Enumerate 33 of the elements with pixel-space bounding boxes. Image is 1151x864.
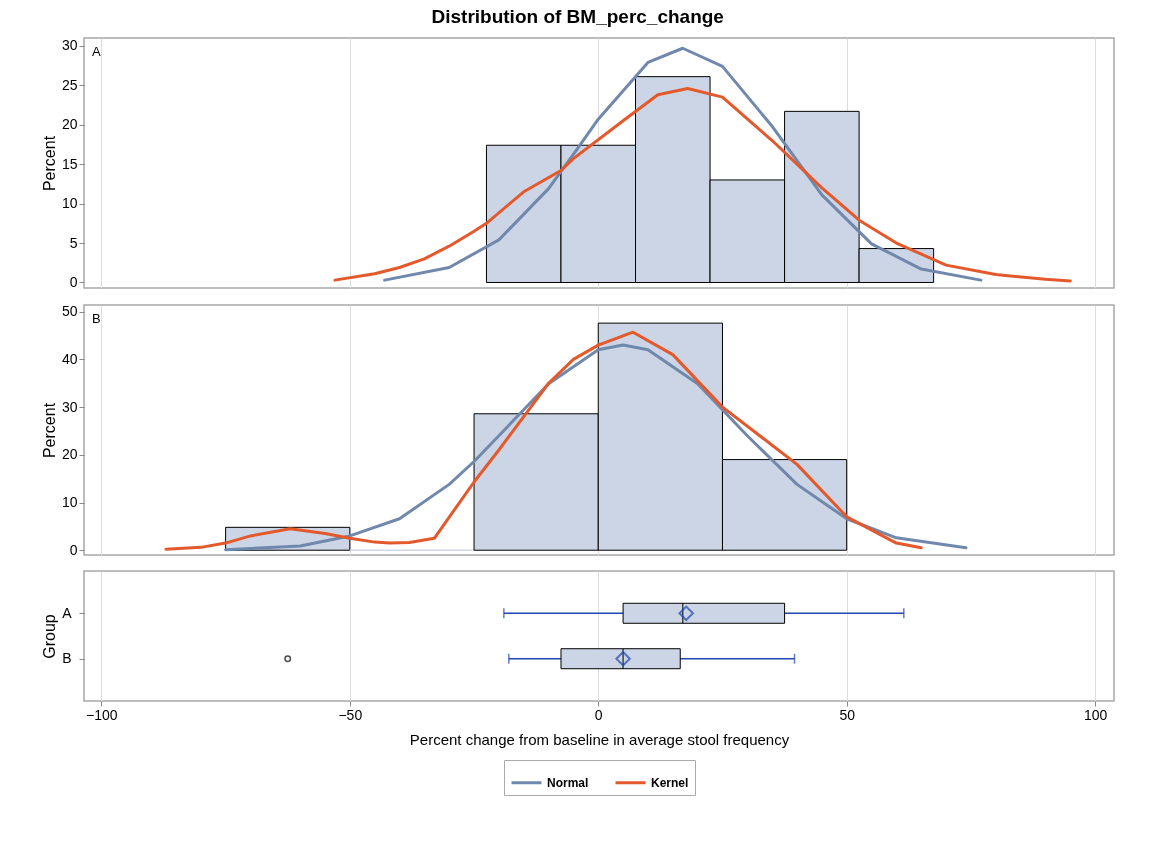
y-tick-label: 40 (61, 350, 78, 367)
annotation: B (92, 311, 101, 326)
y-tick-label: 20 (61, 116, 78, 133)
y-axis-title: Group (41, 614, 59, 659)
legend-label: Kernel (651, 775, 689, 790)
line-series (333, 86, 1072, 283)
x-tick-label: 0 (594, 706, 603, 723)
y-tick-label: 10 (61, 195, 78, 212)
x-tick-label: −100 (86, 706, 118, 723)
y-tick-label: 10 (61, 494, 78, 511)
chart-title: Distribution of BM_perc_change (431, 6, 724, 28)
line-series (164, 330, 923, 551)
line-series (224, 343, 968, 552)
y-tick-label: 0 (69, 541, 78, 558)
y-tick-label: 15 (61, 155, 78, 172)
y-axis-title: Percent (40, 135, 58, 192)
annotation: A (92, 44, 101, 59)
y-tick-label: 20 (61, 446, 78, 463)
y-tick-label: 25 (61, 76, 78, 93)
y-axis-title: Percent (40, 402, 58, 459)
legend-label: Normal (547, 775, 589, 790)
line-series (383, 46, 983, 282)
x-tick-label: −50 (338, 706, 363, 723)
x-axis-title: Percent change from baseline in average stool frequency (409, 730, 790, 748)
y-tick-label: A (62, 604, 73, 621)
y-tick-label: 30 (61, 398, 78, 415)
y-tick-label: 0 (69, 273, 78, 290)
y-tick-label: 30 (61, 37, 78, 54)
x-tick-label: 100 (1083, 706, 1108, 723)
y-tick-label: 50 (61, 303, 78, 320)
x-tick-label: 50 (839, 706, 856, 723)
y-tick-label: 5 (69, 234, 78, 251)
y-tick-label: B (62, 650, 72, 667)
